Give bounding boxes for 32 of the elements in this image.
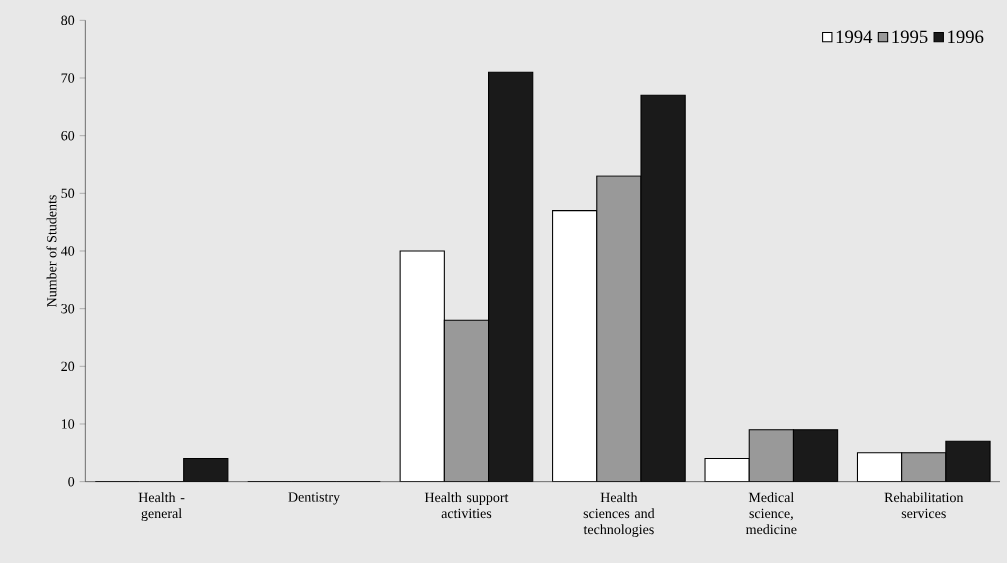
bar	[552, 210, 598, 482]
bar	[488, 71, 534, 482]
bar	[704, 458, 750, 482]
bar	[945, 440, 991, 482]
y-tick-label: 30	[61, 303, 75, 314]
y-tick-label: 0	[68, 476, 75, 487]
bar	[399, 250, 445, 482]
y-axis-title: Number of Students	[46, 195, 57, 307]
y-tick-label: 70	[61, 73, 75, 83]
x-tick-label: Medical science, medicine	[745, 492, 797, 535]
bar	[792, 429, 839, 482]
x-tick-label: Rehabilitation services	[884, 492, 964, 519]
y-tick-label: 50	[61, 188, 75, 199]
x-tick-label: Health support activities	[424, 492, 509, 519]
bar	[640, 94, 686, 482]
legend-label: 1995	[892, 30, 928, 44]
x-tick-label: Dentistry	[288, 492, 340, 505]
bar	[183, 458, 229, 482]
y-tick-label: 60	[61, 130, 75, 141]
bar	[596, 175, 642, 482]
y-tick-label: 80	[61, 15, 75, 26]
y-tick-label: 10	[61, 419, 75, 429]
bar	[748, 429, 794, 482]
bar	[901, 452, 947, 482]
bar	[443, 319, 490, 482]
legend-label: 1994	[836, 30, 873, 44]
y-tick-label: 20	[61, 361, 75, 372]
y-tick-label: 40	[60, 246, 75, 256]
x-tick-label: Health sciences and technologies	[583, 492, 655, 537]
x-tick-label: Health - general	[138, 492, 185, 521]
bar	[856, 452, 903, 482]
legend-label: 1996	[948, 30, 984, 44]
